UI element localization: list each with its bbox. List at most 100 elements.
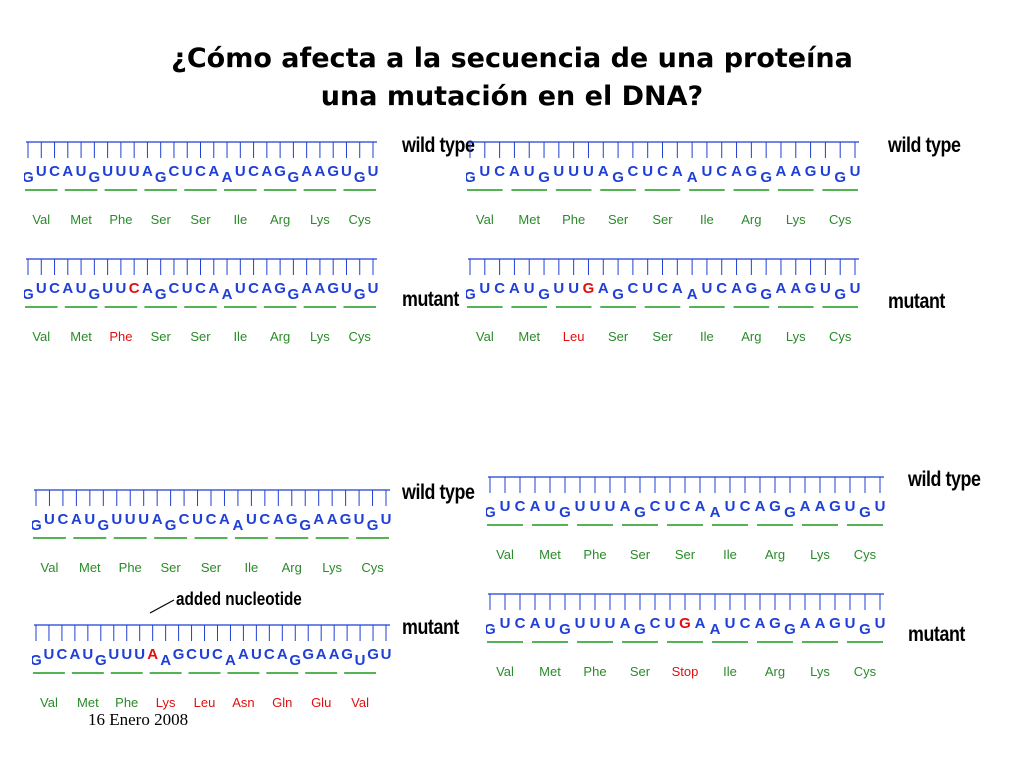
nucleotide: U bbox=[702, 280, 713, 297]
nucleotide: C bbox=[206, 511, 217, 528]
nucleotide: G bbox=[155, 169, 167, 186]
nucleotide: A bbox=[315, 163, 326, 180]
nucleotide: G bbox=[274, 280, 286, 297]
nucleotide: U bbox=[820, 280, 831, 297]
nucleotide: G bbox=[634, 621, 646, 638]
nucleotide: G bbox=[354, 286, 366, 303]
added-nucleotide-label: added nucleotide bbox=[176, 589, 302, 609]
nucleotide: A bbox=[710, 621, 721, 638]
nucleotide: C bbox=[494, 163, 505, 180]
nucleotide: U bbox=[82, 646, 93, 663]
nucleotide: U bbox=[381, 646, 392, 663]
nucleotide: U bbox=[102, 280, 113, 297]
nucleotide: U bbox=[246, 511, 257, 528]
nucleotide: G bbox=[89, 169, 101, 186]
nucleotide: U bbox=[182, 280, 193, 297]
amino-acid: Phe bbox=[115, 695, 138, 710]
nucleotide: U bbox=[583, 163, 594, 180]
nucleotide: G bbox=[24, 286, 34, 303]
nucleotide: A bbox=[142, 163, 153, 180]
nucleotide: A bbox=[71, 511, 82, 528]
panel-silent-mutation: G U C A U G U U U A G C U C A A U C A G G A A G U G U Val Met Phe Ser S… bbox=[24, 130, 379, 350]
amino-acid: Ser bbox=[190, 329, 211, 344]
nucleotide: G bbox=[559, 621, 571, 638]
nucleotide: A bbox=[731, 163, 742, 180]
nucleotide: G bbox=[155, 286, 167, 303]
amino-acid: Met bbox=[79, 560, 101, 575]
panel-frameshift-mutation: G U C A U G U U U A G C U C A A U C A G G A A G U G U Val Met Phe Ser S… bbox=[32, 478, 392, 710]
nucleotide: U bbox=[76, 280, 87, 297]
nucleotide: G bbox=[805, 280, 817, 297]
amino-acid: Cys bbox=[854, 664, 877, 679]
nucleotide: G bbox=[486, 621, 496, 638]
nucleotide: U bbox=[115, 280, 126, 297]
nucleotide: G bbox=[538, 286, 550, 303]
nucleotide: A bbox=[598, 280, 609, 297]
nucleotide: C bbox=[740, 615, 751, 632]
nucleotide: A bbox=[598, 163, 609, 180]
amino-acid: Ile bbox=[233, 212, 247, 227]
nucleotide: G bbox=[829, 498, 841, 515]
mutated-nucleotide: A bbox=[147, 646, 158, 663]
nucleotide: U bbox=[524, 280, 535, 297]
nucleotide: C bbox=[195, 163, 206, 180]
nucleotide: A bbox=[238, 646, 249, 663]
amino-acid: Arg bbox=[741, 329, 761, 344]
nucleotide: A bbox=[800, 498, 811, 515]
mutant-label: mutant bbox=[908, 623, 965, 646]
nucleotide: A bbox=[222, 169, 233, 186]
nucleotide: C bbox=[657, 163, 668, 180]
nucleotide: U bbox=[845, 498, 856, 515]
nucleotide: G bbox=[784, 504, 796, 521]
mutant-label: mutant bbox=[888, 290, 945, 313]
nucleotide: A bbox=[329, 646, 340, 663]
amino-acid: Ser bbox=[151, 212, 172, 227]
nucleotide: U bbox=[875, 498, 886, 515]
nucleotide: C bbox=[680, 498, 691, 515]
nucleotide: U bbox=[845, 615, 856, 632]
amino-acid: Ser bbox=[608, 329, 629, 344]
nucleotide: C bbox=[740, 498, 751, 515]
nucleotide: U bbox=[129, 163, 140, 180]
nucleotide: C bbox=[515, 498, 526, 515]
nucleotide: G bbox=[466, 286, 476, 303]
nucleotide: G bbox=[289, 652, 301, 669]
amino-acid: Val bbox=[32, 212, 50, 227]
nucleotide: A bbox=[142, 280, 153, 297]
amino-acid: Cys bbox=[829, 212, 852, 227]
nucleotide: A bbox=[233, 517, 244, 534]
nucleotide: G bbox=[760, 169, 772, 186]
nucleotide: G bbox=[834, 286, 846, 303]
amino-acid: Phe bbox=[583, 547, 606, 562]
nucleotide: U bbox=[36, 280, 47, 297]
mutated-amino-acid: Val bbox=[351, 695, 369, 710]
nucleotide: A bbox=[620, 615, 631, 632]
nucleotide: U bbox=[568, 163, 579, 180]
amino-acid: Phe bbox=[119, 560, 142, 575]
nucleotide: A bbox=[530, 498, 541, 515]
nucleotide: U bbox=[545, 498, 556, 515]
nucleotide: G bbox=[288, 286, 300, 303]
amino-acid: Ser bbox=[160, 560, 181, 575]
nucleotide: U bbox=[850, 163, 861, 180]
nucleotide: G bbox=[760, 286, 772, 303]
nucleotide: A bbox=[731, 280, 742, 297]
nucleotide: G bbox=[559, 504, 571, 521]
title-line-2: una mutación en el DNA? bbox=[320, 81, 704, 112]
nucleotide: U bbox=[125, 511, 136, 528]
nucleotide: G bbox=[486, 504, 496, 521]
nucleotide: U bbox=[354, 511, 365, 528]
footer-date: 16 Enero 2008 bbox=[88, 710, 189, 729]
nucleotide: U bbox=[115, 163, 126, 180]
nucleotide: U bbox=[355, 652, 366, 669]
nucleotide: A bbox=[815, 615, 826, 632]
slide-title: ¿Cómo afecta a la secuencia de una prote… bbox=[0, 40, 1024, 116]
nucleotide: A bbox=[620, 498, 631, 515]
amino-acid: Ser bbox=[652, 329, 673, 344]
amino-acid: Ile bbox=[723, 664, 737, 679]
amino-acid: Val bbox=[32, 329, 50, 344]
nucleotide: U bbox=[341, 163, 352, 180]
mutated-amino-acid: Stop bbox=[672, 664, 699, 679]
